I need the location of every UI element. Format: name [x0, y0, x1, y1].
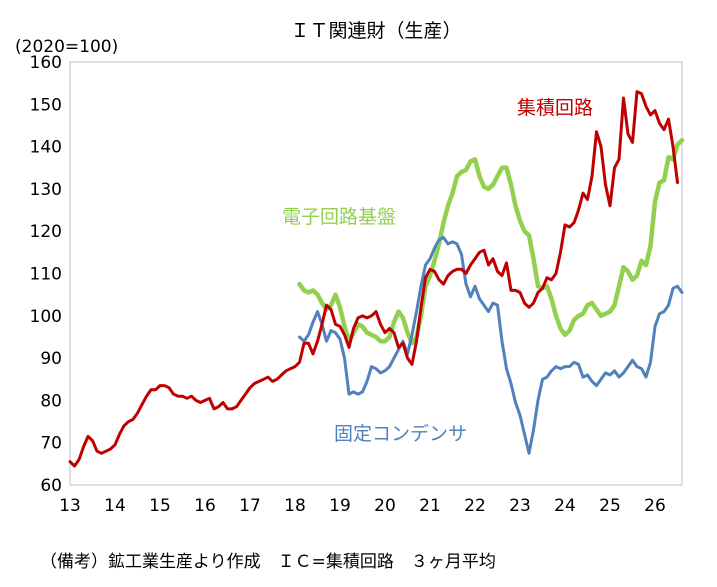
y-tick-label: 130: [30, 180, 62, 200]
x-tick-label: 25: [599, 496, 621, 516]
y-tick-label: 150: [30, 95, 62, 115]
series-line-ic: [68, 90, 679, 468]
x-tick-label: 24: [554, 496, 576, 516]
series-label-capacitor: 固定コンデンサ: [334, 423, 467, 445]
x-tick-label: 13: [59, 496, 81, 516]
y-tick-label: 90: [40, 349, 62, 369]
x-tick-label: 19: [329, 496, 351, 516]
y-tick-label: 70: [40, 434, 62, 454]
x-tick-label: 23: [509, 496, 531, 516]
x-tick-label: 17: [239, 496, 261, 516]
x-tick-label: 22: [464, 496, 486, 516]
x-tick-label: 16: [194, 496, 216, 516]
x-tick-label: 20: [374, 496, 396, 516]
y-tick-label: 80: [40, 391, 62, 411]
y-tick-label: 60: [40, 476, 62, 496]
y-tick-label: 120: [30, 222, 62, 242]
series-line-capacitor: [298, 236, 684, 455]
chart-title: ＩＴ関連財（生産）: [290, 20, 461, 42]
series-label-pcb: 電子回路基盤: [282, 206, 396, 228]
x-tick-label: 18: [284, 496, 306, 516]
y-axis-unit-label: (2020=100): [15, 37, 118, 57]
y-tick-label: 100: [30, 307, 62, 327]
series-line-pcb: [297, 138, 685, 346]
series-label-ic: 集積回路: [517, 97, 593, 119]
line-chart: ＩＴ関連財（生産） (2020=100) 60 70 80 90 100 110 120 13…: [15, 20, 685, 516]
y-tick-label: 160: [30, 53, 62, 73]
x-tick-label: 15: [149, 496, 171, 516]
chart-caption: （備考）鉱工業生産より作成 ＩＣ=集積回路 ３ヶ月平均: [40, 552, 496, 572]
y-tick-label: 140: [30, 138, 62, 158]
x-tick-label: 21: [419, 496, 441, 516]
x-tick-label: 26: [644, 496, 666, 516]
x-tick-label: 14: [104, 496, 126, 516]
plot-frame: [69, 61, 683, 486]
y-tick-label: 110: [30, 265, 62, 285]
